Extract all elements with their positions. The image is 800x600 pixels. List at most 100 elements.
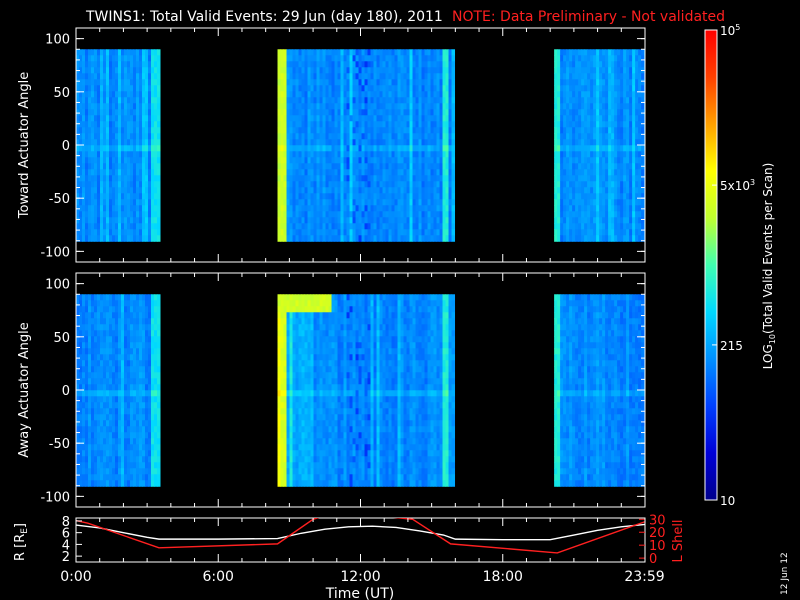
- heatmap-cell: [394, 181, 399, 188]
- heatmap-cell: [301, 91, 306, 98]
- heatmap-cell: [97, 324, 101, 331]
- heatmap-cell: [109, 432, 113, 439]
- heatmap-cell: [142, 390, 146, 397]
- heatmap-cell: [563, 115, 567, 122]
- heatmap-cell: [112, 127, 116, 134]
- heatmap-cell: [82, 121, 86, 128]
- heatmap-cell: [145, 354, 149, 361]
- heatmap-cell: [280, 396, 285, 403]
- heatmap-cell: [617, 109, 621, 116]
- heatmap-cell: [301, 223, 306, 230]
- heatmap-cell: [100, 462, 104, 469]
- heatmap-cell: [400, 109, 405, 116]
- heatmap-cell: [370, 91, 375, 98]
- heatmap-cell: [346, 175, 351, 182]
- heatmap-cell: [112, 133, 116, 140]
- heatmap-cell: [130, 402, 134, 409]
- heatmap-cell: [289, 181, 294, 188]
- heatmap-cell: [139, 91, 143, 98]
- heatmap-cell: [151, 330, 155, 337]
- heatmap-cell: [370, 73, 375, 80]
- heatmap-cell: [560, 163, 564, 170]
- heatmap-cell: [334, 79, 339, 86]
- heatmap-cell: [145, 223, 149, 230]
- heatmap-cell: [355, 73, 360, 80]
- heatmap-cell: [575, 127, 579, 134]
- heatmap-cell: [638, 187, 642, 194]
- heatmap-cell: [106, 306, 110, 313]
- heatmap-cell: [418, 85, 423, 92]
- heatmap-cell: [103, 205, 107, 212]
- heatmap-cell: [94, 145, 98, 152]
- heatmap-cell: [313, 109, 318, 116]
- heatmap-cell: [148, 79, 152, 86]
- heatmap-cell: [133, 450, 137, 457]
- y-tick-label: -100: [40, 245, 70, 260]
- heatmap-cell: [124, 97, 128, 104]
- heatmap-cell: [154, 115, 158, 122]
- heatmap-cell: [154, 378, 158, 385]
- heatmap-cell: [614, 97, 618, 104]
- heatmap-cell: [358, 85, 363, 92]
- heatmap-cell: [439, 133, 444, 140]
- heatmap-cell: [575, 199, 579, 206]
- heatmap-cell: [124, 342, 128, 349]
- heatmap-cell: [620, 199, 624, 206]
- heatmap-cell: [328, 49, 333, 56]
- heatmap-cell: [121, 49, 125, 56]
- heatmap-cell: [154, 235, 158, 242]
- heatmap-cell: [340, 73, 345, 80]
- heatmap-cell: [280, 175, 285, 182]
- heatmap-cell: [127, 342, 131, 349]
- heatmap-cell: [397, 67, 402, 74]
- heatmap-cell: [373, 187, 378, 194]
- heatmap-cell: [301, 199, 306, 206]
- heatmap-cell: [118, 402, 122, 409]
- heatmap-cell: [638, 103, 642, 110]
- heatmap-cell: [307, 67, 312, 74]
- heatmap-cell: [358, 67, 363, 74]
- heatmap-cell: [76, 456, 80, 463]
- heatmap-cell: [584, 109, 588, 116]
- heatmap-cell: [133, 79, 137, 86]
- heatmap-cell: [394, 91, 399, 98]
- heatmap-cell: [304, 199, 309, 206]
- heatmap-cell: [409, 193, 414, 200]
- heatmap-cell: [103, 336, 107, 343]
- heatmap-cell: [106, 360, 110, 367]
- heatmap-cell: [626, 175, 630, 182]
- heatmap-cell: [79, 145, 83, 152]
- heatmap-cell: [391, 199, 396, 206]
- heatmap-cell: [115, 79, 119, 86]
- heatmap-cell: [127, 450, 131, 457]
- heatmap-cell: [391, 103, 396, 110]
- heatmap-cell: [641, 199, 645, 206]
- heatmap-cell: [596, 175, 600, 182]
- heatmap-cell: [433, 211, 438, 218]
- heatmap-cell: [623, 55, 627, 62]
- heatmap-cell: [124, 306, 128, 313]
- heatmap-cell: [91, 211, 95, 218]
- heatmap-cell: [439, 151, 444, 158]
- heatmap-cell: [554, 163, 558, 170]
- heatmap-cell: [109, 312, 113, 319]
- heatmap-cell: [280, 193, 285, 200]
- heatmap-cell: [76, 175, 80, 182]
- heatmap-cell: [626, 73, 630, 80]
- heatmap-cell: [584, 205, 588, 212]
- heatmap-cell: [142, 432, 146, 439]
- heatmap-cell: [118, 151, 122, 158]
- heatmap-cell: [602, 67, 606, 74]
- heatmap-cell: [445, 133, 450, 140]
- heatmap-cell: [415, 157, 420, 164]
- heatmap-cell: [391, 121, 396, 128]
- heatmap-cell: [100, 187, 104, 194]
- heatmap-cell: [289, 145, 294, 152]
- heatmap-cell: [133, 163, 137, 170]
- heatmap-cell: [346, 91, 351, 98]
- heatmap-cell: [337, 55, 342, 62]
- heatmap-cell: [76, 426, 80, 433]
- heatmap-cell: [112, 366, 116, 373]
- heatmap-cell: [289, 438, 294, 445]
- heatmap-cell: [130, 480, 134, 487]
